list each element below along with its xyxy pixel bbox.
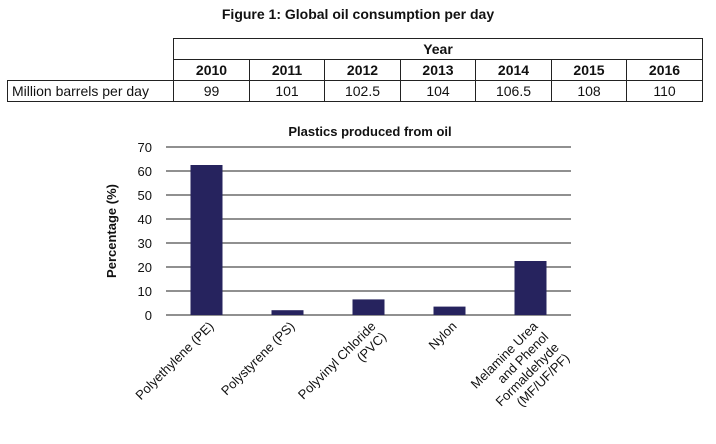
chart-title: Plastics produced from oil (288, 124, 451, 139)
y-axis-label: Percentage (%) (104, 184, 119, 278)
table-cell: 110 (626, 80, 703, 102)
row-label: Million barrels per day (7, 80, 174, 102)
bar (190, 165, 223, 315)
y-tick-label: 30 (138, 236, 152, 251)
bar (433, 306, 466, 315)
table-row: Million barrels per day 99 101 102.5 104… (7, 80, 703, 102)
x-tick-label: Polystyrene (PS) (218, 319, 298, 399)
table-cell: 108 (551, 80, 627, 102)
x-tick-label: Polyvinyl Chloride(PVC) (295, 319, 389, 413)
bar (271, 310, 304, 315)
y-tick-label: 40 (138, 212, 152, 227)
y-tick-label: 20 (138, 260, 152, 275)
oil-consumption-table: Year 2010 2011 2012 2013 2014 2015 2016 … (7, 38, 703, 102)
y-tick-label: 50 (138, 188, 152, 203)
table-cell: 104 (400, 80, 476, 102)
x-tick-label: Melamine Ureaand PhenolFormaldehyde(MF/U… (468, 318, 573, 423)
gridlines (166, 146, 571, 316)
x-tick-label-line: Polyethylene (PE) (132, 319, 216, 403)
y-tick-label: 10 (138, 284, 152, 299)
bar (352, 299, 385, 315)
x-tick-labels: Polyethylene (PE) Polystyrene (PS)Polyvin… (132, 318, 573, 423)
year-group-header: Year (173, 38, 703, 60)
table-corner-blank-2 (8, 60, 174, 81)
table-cell: 106.5 (475, 80, 552, 102)
year-header-cell: 2014 (475, 59, 552, 81)
y-tick-label: 60 (138, 164, 152, 179)
table-cell: 102.5 (324, 80, 401, 102)
table-group-header-row: Year (8, 38, 703, 60)
table-corner-blank (8, 39, 174, 60)
table-cell: 99 (173, 80, 250, 102)
plastics-bar-chart: Plastics produced from oil Percentage (%… (104, 124, 573, 423)
bars (190, 165, 547, 315)
y-tick-labels: 0 10 20 30 40 50 60 70 (138, 140, 152, 323)
y-tick-label: 0 (145, 308, 152, 323)
table-year-row: 2010 2011 2012 2013 2014 2015 2016 (8, 59, 703, 81)
year-header-cell: 2010 (173, 59, 250, 81)
year-header-cell: 2011 (249, 59, 325, 81)
figure-title: Figure 1: Global oil consumption per day (221, 6, 495, 22)
bar (514, 261, 547, 315)
table-cell: 101 (249, 80, 325, 102)
year-header-cell: 2015 (551, 59, 627, 81)
x-tick-label: Polyethylene (PE) (132, 319, 216, 403)
year-header-cell: 2013 (400, 59, 476, 81)
x-tick-label-line: Nylon (426, 319, 460, 353)
year-header-cell: 2016 (626, 59, 703, 81)
year-header-cell: 2012 (324, 59, 401, 81)
x-tick-label: Nylon (426, 319, 460, 353)
x-tick-label-line: Polystyrene (PS) (218, 319, 298, 399)
y-tick-label: 70 (138, 140, 152, 155)
